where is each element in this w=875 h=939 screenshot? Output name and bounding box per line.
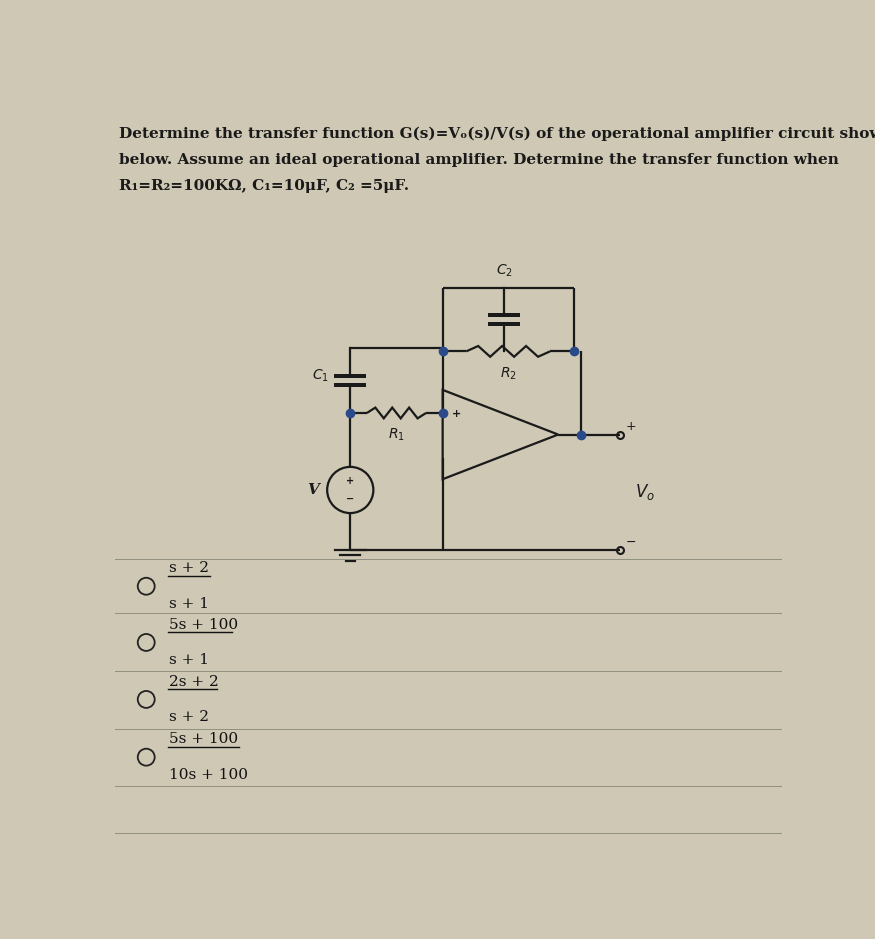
Text: $C_2$: $C_2$ bbox=[496, 263, 513, 279]
Text: +: + bbox=[346, 476, 354, 485]
Text: 10s + 100: 10s + 100 bbox=[170, 768, 248, 782]
Text: $R_2$: $R_2$ bbox=[500, 365, 516, 381]
Text: −: − bbox=[346, 494, 354, 504]
Text: +: + bbox=[626, 421, 636, 433]
Text: −: − bbox=[626, 536, 636, 548]
Text: s + 1: s + 1 bbox=[170, 654, 209, 668]
Text: $R_1$: $R_1$ bbox=[388, 427, 405, 443]
Text: s + 2: s + 2 bbox=[170, 710, 209, 724]
Text: $V_o$: $V_o$ bbox=[635, 483, 655, 502]
Text: $C_1$: $C_1$ bbox=[312, 368, 329, 384]
Text: s + 1: s + 1 bbox=[170, 597, 209, 611]
Text: 2s + 2: 2s + 2 bbox=[170, 674, 219, 688]
Text: 5s + 100: 5s + 100 bbox=[170, 732, 238, 747]
Text: Determine the transfer function G(s)=Vₒ(s)/V(s) of the operational amplifier cir: Determine the transfer function G(s)=Vₒ(… bbox=[119, 127, 875, 141]
Text: V: V bbox=[308, 483, 319, 497]
Text: 5s + 100: 5s + 100 bbox=[170, 618, 238, 632]
Text: +: + bbox=[452, 409, 461, 420]
Text: R₁=R₂=100KΩ, C₁=10μF, C₂ =5μF.: R₁=R₂=100KΩ, C₁=10μF, C₂ =5μF. bbox=[119, 179, 410, 192]
Text: below. Assume an ideal operational amplifier. Determine the transfer function wh: below. Assume an ideal operational ampli… bbox=[119, 153, 839, 167]
Text: s + 2: s + 2 bbox=[170, 562, 209, 576]
